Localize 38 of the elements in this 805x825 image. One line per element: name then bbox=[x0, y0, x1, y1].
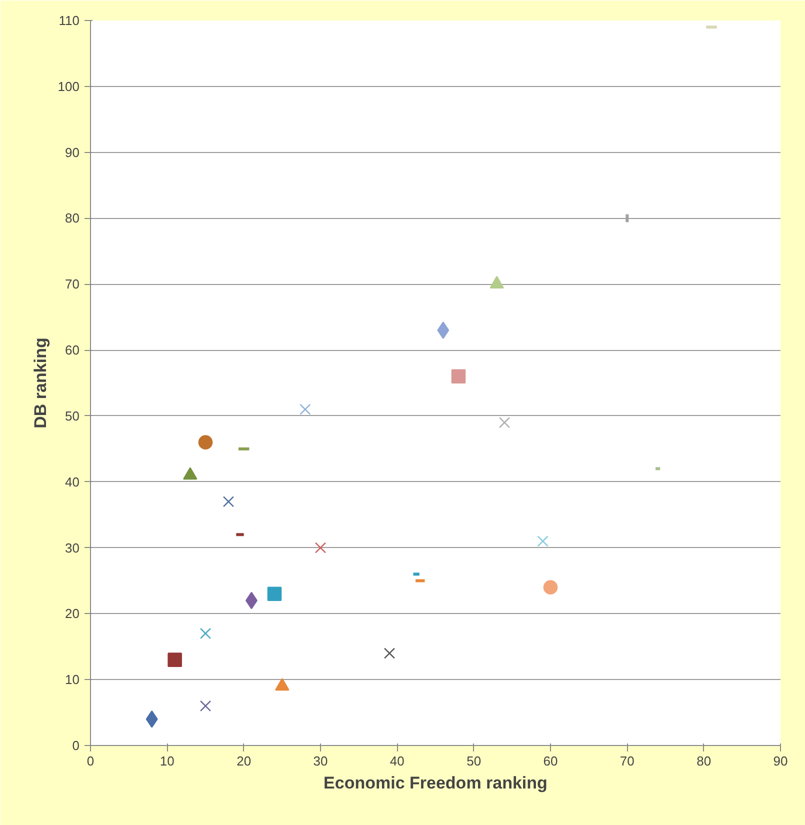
x-tick-label: 50 bbox=[466, 754, 482, 768]
x-tick-label: 80 bbox=[696, 754, 712, 768]
x-axis-title: Economic Freedom ranking bbox=[324, 774, 548, 792]
x-tick-label: 40 bbox=[390, 754, 404, 768]
x-tick-label: 20 bbox=[236, 754, 252, 768]
x-tick-label: 90 bbox=[773, 754, 788, 768]
y-tick-label: 30 bbox=[65, 540, 80, 556]
point bbox=[267, 586, 282, 602]
y-tick-label: 60 bbox=[65, 342, 80, 358]
y-tick-label: 50 bbox=[65, 408, 80, 424]
point bbox=[200, 628, 212, 640]
point bbox=[384, 648, 396, 659]
x-tick-label: 10 bbox=[160, 754, 174, 768]
point bbox=[300, 404, 311, 415]
point bbox=[222, 496, 234, 508]
x-tick-label: 70 bbox=[620, 754, 634, 768]
point bbox=[200, 700, 212, 712]
point bbox=[543, 580, 558, 594]
point bbox=[168, 652, 182, 667]
point bbox=[498, 416, 510, 428]
y-tick-label: 0 bbox=[72, 738, 80, 753]
y-tick-label: 100 bbox=[58, 78, 80, 94]
x-tick-label: 0 bbox=[86, 754, 94, 768]
y-tick-label: 10 bbox=[65, 672, 80, 688]
y-tick-label: 20 bbox=[65, 606, 80, 622]
y-tick-label: 90 bbox=[65, 144, 80, 160]
y-axis-title: DB ranking bbox=[30, 338, 50, 428]
point bbox=[537, 536, 548, 547]
point bbox=[451, 369, 466, 384]
x-tick-label: 30 bbox=[313, 754, 328, 768]
y-tick-label: 80 bbox=[65, 210, 80, 226]
y-tick-label: 70 bbox=[65, 276, 80, 292]
point bbox=[437, 322, 450, 339]
point bbox=[198, 435, 213, 450]
x-tick-label: 60 bbox=[543, 754, 558, 768]
point bbox=[314, 542, 326, 554]
y-tick-label: 110 bbox=[58, 13, 80, 28]
y-tick-label: 40 bbox=[65, 474, 80, 490]
